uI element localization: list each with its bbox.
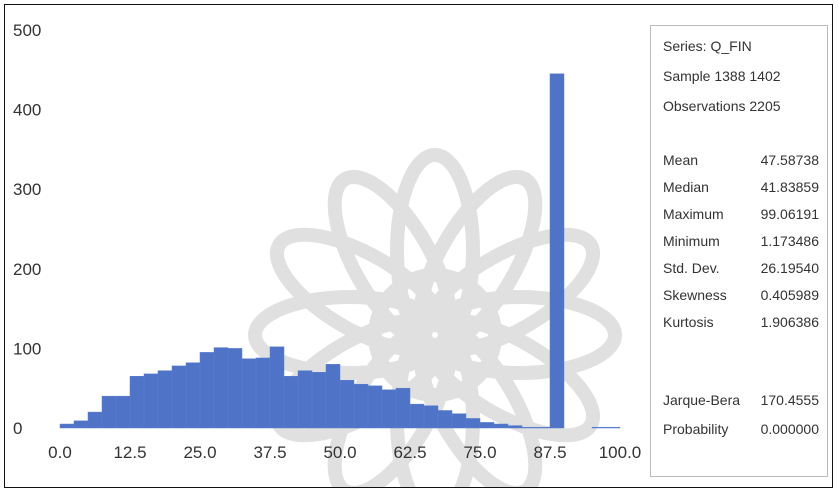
histogram-bar [353,383,369,429]
stat-row-skewness: Skewness 0.405989 [663,287,819,307]
histogram-bar [395,387,411,429]
histogram-bar [241,358,257,429]
y-tick-label: 300 [13,180,41,199]
y-tick-label: 200 [13,260,41,279]
stat-label: Jarque-Bera [663,392,741,408]
histogram-bar [367,385,383,429]
stat-row-std-dev: Std. Dev. 26.19540 [663,260,819,280]
histogram-bar [325,364,341,429]
y-tick-label: 500 [13,21,41,40]
histogram-bar [59,423,75,429]
histogram-bar [423,405,439,429]
x-tick-label: 12.5 [113,443,146,462]
stat-row-median: Median 41.83859 [663,179,819,199]
histogram-bar [199,352,215,429]
statistics-panel: Series: Q_FIN Sample 1388 1402 Observati… [650,25,828,477]
stat-value: 47.58738 [760,152,819,168]
histogram-bar [297,370,313,429]
stat-value: 0.000000 [760,421,819,437]
stat-row-mean: Mean 47.58738 [663,152,819,172]
stat-row-kurtosis: Kurtosis 1.906386 [663,314,819,334]
x-tick-label: 50.0 [323,443,356,462]
histogram-bar [451,413,467,429]
stat-value: 1.173486 [760,233,819,249]
x-tick-label: 37.5 [253,443,286,462]
stat-row-minimum: Minimum 1.173486 [663,233,819,253]
histogram-bar [157,370,173,429]
histogram-bar [283,376,299,429]
histogram-bar [129,376,145,429]
histogram-bar [101,395,117,429]
histogram-bar [381,389,397,429]
y-tick-label: 400 [13,101,41,120]
histogram-bar [493,423,509,429]
histogram-bars [59,73,621,429]
series-name: Series: Q_FIN [663,38,752,54]
stat-label: Maximum [663,206,724,222]
x-tick-label: 75.0 [463,443,496,462]
stat-row-probability: Probability 0.000000 [663,421,819,441]
watermark-icon [248,148,622,487]
histogram-bar [269,346,285,429]
histogram-bar [465,418,481,429]
histogram-bar [227,348,243,429]
stat-value: 1.906386 [760,314,819,330]
histogram-chart: 0 100 200 300 400 500 0.0 12.5 25.0 37.5 50.0 62.5… [13,21,641,487]
histogram-bar [437,410,453,429]
histogram-bar [171,365,187,429]
stat-label: Std. Dev. [663,260,720,276]
x-tick-label: 62.5 [393,443,426,462]
histogram-bar [521,426,537,429]
histogram-bar [255,357,271,429]
stat-value: 99.06191 [760,206,819,222]
histogram-bar [479,422,495,429]
stat-label: Probability [663,421,729,437]
stat-row-maximum: Maximum 99.06191 [663,206,819,226]
histogram-bar [73,420,89,429]
x-tick-label: 0.0 [48,443,72,462]
histogram-bar [605,426,621,429]
histogram-bar [87,411,103,429]
observations-count: Observations 2205 [663,98,781,114]
stat-row-jarque-bera: Jarque-Bera 170.4555 [663,392,819,412]
histogram-bar [507,425,523,429]
x-tick-label: 87.5 [533,443,566,462]
x-axis-ticks: 0.0 12.5 25.0 37.5 50.0 62.5 75.0 87.5 100.0 [48,443,641,462]
histogram-bar [213,347,229,429]
histogram-bar [549,73,565,429]
stat-label: Kurtosis [663,314,714,330]
x-tick-label: 25.0 [183,443,216,462]
y-tick-label: 100 [13,339,41,358]
sample-range: Sample 1388 1402 [663,68,781,84]
stat-label: Minimum [663,233,720,249]
histogram-bar [591,426,607,429]
histogram-bar [311,372,327,429]
histogram-bar [339,379,355,429]
histogram-bar [143,373,159,429]
histogram-bar [115,395,131,429]
stat-label: Median [663,179,709,195]
stat-value: 26.19540 [760,260,819,276]
y-axis-ticks: 0 100 200 300 400 500 [13,21,41,438]
y-tick-label: 0 [13,419,22,438]
histogram-bar [185,362,201,429]
stat-value: 0.405989 [760,287,819,303]
stat-label: Skewness [663,287,727,303]
histogram-bar [409,403,425,429]
histogram-figure: 0 100 200 300 400 500 0.0 12.5 25.0 37.5 50.0 62.5… [4,4,833,488]
x-tick-label: 100.0 [599,443,642,462]
stat-label: Mean [663,152,699,168]
stat-value: 170.4555 [760,392,819,408]
stat-value: 41.83859 [760,179,819,195]
histogram-bar [535,426,551,429]
